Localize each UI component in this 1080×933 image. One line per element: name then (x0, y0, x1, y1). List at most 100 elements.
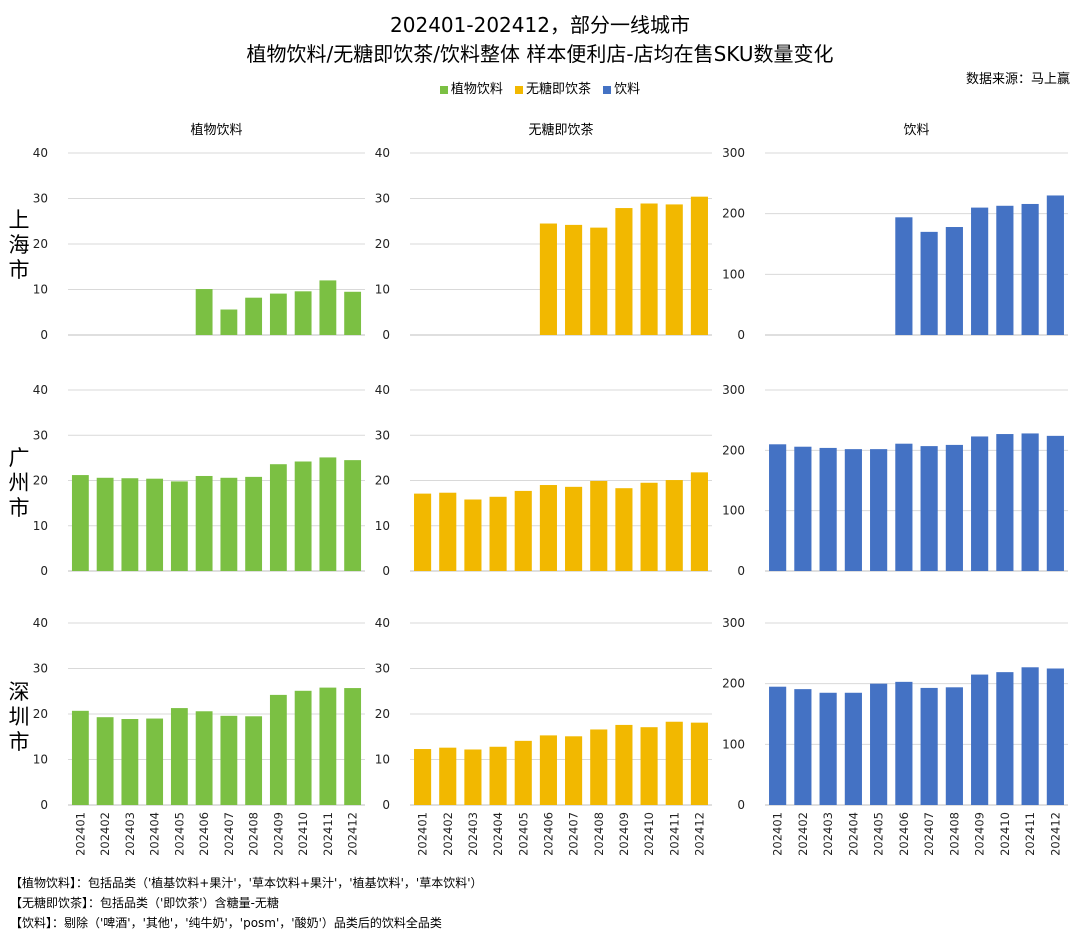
x-tick-label: 202412 (1048, 812, 1062, 856)
bar (294, 690, 312, 805)
x-tick-label: 202404 (846, 812, 860, 856)
bar (920, 446, 938, 571)
bar (220, 715, 238, 805)
bar (769, 444, 787, 571)
bar (665, 480, 683, 571)
bar (769, 686, 787, 805)
bar (539, 485, 557, 571)
legend: 植物饮料 无糖即饮茶 饮料 (0, 78, 1080, 97)
y-tick-label: 200 (722, 443, 745, 457)
bar (565, 224, 583, 335)
x-tick-label: 202403 (821, 812, 835, 856)
bar (870, 449, 888, 571)
bar (121, 478, 139, 571)
x-tick-label: 202410 (998, 812, 1012, 856)
bar (895, 681, 913, 805)
legend-item-plant: 植物饮料 (439, 78, 503, 97)
x-tick-label: 202411 (1023, 812, 1037, 856)
x-tick-label: 202401 (416, 812, 430, 856)
bar (665, 204, 683, 335)
bar (590, 227, 608, 335)
x-tick-label: 202407 (567, 812, 581, 856)
x-tick-label: 202404 (491, 812, 505, 856)
bar (170, 708, 188, 805)
y-tick-label: 40 (33, 383, 48, 397)
x-tick-label: 202409 (271, 812, 285, 856)
bar (344, 460, 362, 571)
bar (945, 444, 963, 571)
bar (245, 297, 263, 335)
y-tick-label: 30 (33, 428, 48, 442)
x-tick-label: 202406 (197, 812, 211, 856)
bar (615, 724, 633, 805)
legend-swatch (603, 85, 612, 94)
bar (539, 223, 557, 335)
bar (945, 687, 963, 805)
bar (971, 436, 989, 571)
bar (665, 721, 683, 805)
legend-swatch (514, 85, 523, 94)
bar (71, 710, 89, 805)
y-tick-label: 10 (375, 753, 390, 767)
bar (844, 449, 862, 571)
panel-title: 无糖即饮茶 (528, 122, 593, 138)
bar (245, 476, 263, 571)
x-tick-label: 202408 (947, 812, 961, 856)
bar (945, 227, 963, 335)
bar (819, 447, 837, 571)
y-tick-label: 200 (722, 677, 745, 691)
bar (996, 672, 1014, 805)
x-tick-label: 202405 (516, 812, 530, 856)
bar (895, 217, 913, 335)
x-tick-label: 202408 (247, 812, 261, 856)
y-tick-label: 10 (33, 519, 48, 533)
bar (1046, 195, 1064, 335)
x-tick-label: 202409 (973, 812, 987, 856)
footnote: 【饮料】：剔除（'啤酒'，'其他'，'纯牛奶'，'posm'，'酸奶'）品类后的… (10, 916, 442, 930)
x-tick-label: 202411 (667, 812, 681, 856)
x-tick-label: 202402 (796, 812, 810, 856)
y-tick-label: 200 (722, 207, 745, 221)
panel-title: 植物饮料 (190, 123, 242, 138)
bar (439, 492, 457, 571)
bar (220, 477, 238, 571)
bar (590, 480, 608, 571)
y-tick-label: 10 (33, 283, 48, 297)
y-tick-label: 40 (375, 616, 390, 630)
bar (690, 722, 708, 805)
x-tick-label: 202402 (98, 812, 112, 856)
x-tick-label: 202405 (172, 812, 186, 856)
bar (1021, 203, 1039, 335)
x-tick-label: 202403 (123, 812, 137, 856)
bar (71, 475, 89, 571)
y-tick-label: 300 (722, 616, 745, 630)
bar (565, 736, 583, 805)
y-tick-label: 0 (737, 564, 745, 578)
bar (690, 472, 708, 571)
x-tick-label: 202409 (617, 812, 631, 856)
y-tick-label: 100 (722, 504, 745, 518)
bar (220, 309, 238, 335)
x-tick-label: 202407 (922, 812, 936, 856)
bar (1046, 435, 1064, 571)
legend-item-tea: 无糖即饮茶 (514, 78, 591, 97)
x-tick-label: 202401 (771, 812, 785, 856)
bar (615, 488, 633, 571)
bar (489, 746, 507, 805)
bar (1046, 668, 1064, 805)
bar (269, 464, 287, 571)
x-tick-label: 202403 (466, 812, 480, 856)
bar (819, 692, 837, 805)
y-tick-label: 0 (40, 564, 48, 578)
footnote: 【无糖即饮茶】：包括品类（'即饮茶'）含糖量-无糖 (10, 896, 279, 910)
y-tick-label: 10 (33, 753, 48, 767)
bar (615, 208, 633, 335)
y-tick-label: 20 (375, 474, 390, 488)
chart-title-line2: 植物饮料/无糖即饮茶/饮料整体 样本便利店-店均在售SKU数量变化 (246, 42, 834, 66)
y-tick-label: 0 (382, 564, 390, 578)
row-label-shenzhen: 深圳市 (8, 680, 30, 754)
legend-label: 饮料 (614, 82, 641, 97)
bar (269, 293, 287, 335)
y-tick-label: 0 (382, 798, 390, 812)
y-tick-label: 300 (722, 146, 745, 160)
